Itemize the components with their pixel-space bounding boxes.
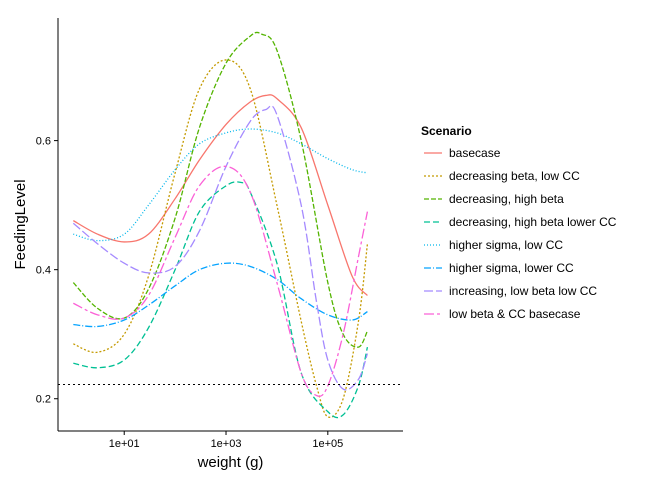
legend-title: Scenario: [421, 124, 472, 138]
legend-label: higher sigma, lower CC: [449, 261, 574, 275]
y-axis-ticks: 0.2 0.4 0.6: [36, 136, 58, 406]
legend-label: increasing, low beta low CC: [449, 284, 597, 298]
legend-label: higher sigma, low CC: [449, 238, 563, 252]
series-line-2: [73, 59, 369, 418]
legend-label: decreasing, high beta: [449, 192, 564, 206]
series-line-8: [73, 165, 369, 397]
plot-lines: [72, 31, 369, 419]
legend-label: decreasing beta, low CC: [449, 169, 580, 183]
x-tick-label: 1e+01: [109, 438, 140, 450]
legend-label: basecase: [449, 146, 501, 160]
x-tick-label: 1e+05: [312, 438, 343, 450]
y-tick-label: 0.4: [36, 265, 51, 277]
series-line-4: [73, 181, 369, 419]
legend-items: basecase decreasing beta, low CC decreasin…: [424, 146, 617, 321]
y-axis-title: FeedingLevel: [12, 179, 29, 269]
series-line-7: [72, 105, 369, 391]
y-tick-label: 0.2: [36, 394, 51, 406]
legend: Scenario basecase decreasing beta, low CC…: [421, 124, 617, 321]
x-axis-title: weight (g): [197, 454, 264, 471]
x-axis-ticks: 1e+01 1e+03 1e+05: [109, 431, 343, 450]
series-line-6: [73, 262, 368, 328]
legend-label: low beta & CC basecase: [449, 307, 581, 321]
legend-label: decreasing, high beta lower CC: [449, 215, 617, 229]
series-line-3: [72, 31, 369, 348]
series-line-1: [73, 94, 368, 296]
series-line-5: [73, 128, 368, 242]
x-tick-label: 1e+03: [211, 438, 242, 450]
y-tick-label: 0.6: [36, 136, 51, 148]
